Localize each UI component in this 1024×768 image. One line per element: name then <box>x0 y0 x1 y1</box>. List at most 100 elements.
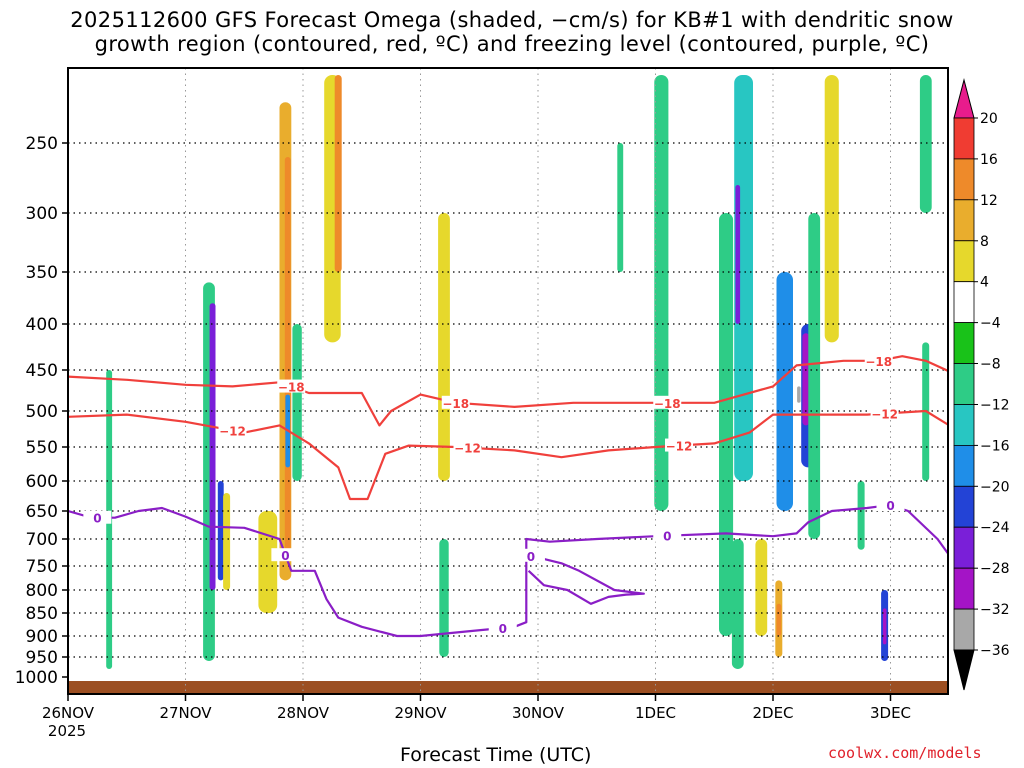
credit-link[interactable]: coolwx.com/models <box>828 744 982 762</box>
contour-label-layer: −18 −18 −18 −18 −12 −12 −12 −12 0 0 0 0 0 0 <box>83 353 905 636</box>
y-tick-label-550: 550 <box>26 438 58 458</box>
colorbar-label-2: 12 <box>980 193 998 209</box>
contour-label-0-2: −18 <box>654 397 681 411</box>
colorbar-label-3: 8 <box>980 234 989 250</box>
y-tick-label-400: 400 <box>26 315 58 335</box>
colorbar-label-1: 16 <box>980 152 998 168</box>
omega-cell-27 <box>734 75 753 481</box>
y-tick-label-750: 750 <box>26 557 58 577</box>
contour-label-bg-3-0 <box>516 548 545 562</box>
omega-cell-13 <box>352 213 360 411</box>
omega-cell-14 <box>392 370 402 481</box>
title-line-1: 2025112600 GFS Forecast Omega (shaded, −… <box>70 8 954 32</box>
contour-label-bg-1-1 <box>453 440 482 454</box>
omega-cell-21 <box>617 143 624 272</box>
omega-cell-34 <box>802 333 810 426</box>
x-axis-label: Forecast Time (UTC) <box>400 744 592 766</box>
y-tick-label-700: 700 <box>26 530 58 550</box>
y-tick-label-600: 600 <box>26 472 58 492</box>
colorbar-label-10: −24 <box>980 520 1010 536</box>
contour-label-bg-0-0 <box>277 379 306 393</box>
x-tick-label-3DEC: 3DEC <box>870 704 911 722</box>
contour-label-1-1: −12 <box>454 442 481 456</box>
omega-cell-20 <box>599 75 606 185</box>
contour-label-1-2: −12 <box>666 440 693 454</box>
colorbar-label-4: 4 <box>980 275 989 291</box>
x-tick-label-26NOV: 26NOV <box>42 704 95 722</box>
colorbar-bin-3 <box>953 240 975 283</box>
colorbar: 20 16 12 8 4 −4 −8 −12 −16 −20 −24 −28 −32 −36 <box>953 78 1010 691</box>
colorbar-bin-0 <box>953 117 975 160</box>
x-tick-label-1DEC: 1DEC <box>635 704 676 722</box>
omega-cell-41 <box>882 75 899 143</box>
x-tick-label-29NOV: 29NOV <box>394 704 447 722</box>
y-tick-label-950: 950 <box>26 648 58 668</box>
colorbar-bottom-arrow <box>953 649 975 691</box>
contour-label-2-3: 0 <box>663 530 671 544</box>
colorbar-label-13: −36 <box>980 643 1010 659</box>
x-tick-label-30NOV: 30NOV <box>512 704 565 722</box>
contour-label-2-1: 0 <box>281 549 289 563</box>
omega-cell-29 <box>755 539 768 636</box>
omega-shading-layer <box>106 75 932 669</box>
y-tick-label-250: 250 <box>26 134 58 154</box>
omega-cell-12 <box>334 75 342 272</box>
contour-label-0-0: −18 <box>278 381 305 395</box>
omega-cell-36 <box>808 213 821 539</box>
colorbar-bin-4 <box>953 281 975 324</box>
omega-cell-4 <box>223 493 231 590</box>
colorbar-bin-5 <box>953 322 975 364</box>
y-tick-label-650: 650 <box>26 502 58 522</box>
colorbar-label-9: −20 <box>980 479 1010 495</box>
contour-label-2-0: 0 <box>93 512 101 526</box>
contour-label-0-3: −18 <box>865 355 892 369</box>
omega-cell-10 <box>292 324 302 481</box>
contour-label-bg-0-3 <box>864 353 893 367</box>
omega-cell-24 <box>702 75 715 343</box>
x-tick-label-27NOV: 27NOV <box>159 704 212 722</box>
contour-label-bg-0-1 <box>441 395 470 409</box>
omega-cell-40 <box>882 608 887 645</box>
terrain-ground <box>68 681 948 694</box>
colorbar-label-5: −4 <box>980 316 1001 332</box>
contour-label-bg-1-3 <box>870 406 899 420</box>
contour-label-2-4: 0 <box>886 499 894 513</box>
omega-cell-17 <box>439 539 449 657</box>
colorbar-bin-2 <box>953 199 975 242</box>
omega-cell-18 <box>499 370 507 511</box>
omega-cell-2 <box>209 303 216 590</box>
contour-label-bg-2-1 <box>271 548 300 562</box>
omega-cell-23 <box>674 143 684 539</box>
omega-cell-16 <box>438 213 450 481</box>
contour-label-bg-2-3 <box>653 528 682 542</box>
colorbar-label-6: −8 <box>980 357 1001 373</box>
contour-label-2-2: 0 <box>499 622 507 636</box>
x-tick-year-label: 2025 <box>48 722 86 740</box>
contour-line-3 <box>527 554 645 605</box>
contour-line-1 <box>68 409 948 501</box>
x-tick-label-2DEC: 2DEC <box>752 704 793 722</box>
y-tick-label-1000: 1000 <box>15 668 58 688</box>
title-line-2: growth region (contoured, red, ºC) and f… <box>94 32 930 56</box>
omega-cell-26 <box>731 539 744 669</box>
omega-cell-42 <box>919 75 932 213</box>
colorbar-label-12: −32 <box>980 602 1010 618</box>
omega-cell-3 <box>217 481 224 581</box>
colorbar-bin-1 <box>953 158 975 201</box>
omega-cell-28 <box>735 185 741 324</box>
colorbar-bin-9 <box>953 485 975 528</box>
y-tick-label-500: 500 <box>26 402 58 422</box>
omega-cell-38 <box>857 481 865 550</box>
contour-label-bg-2-4 <box>876 498 905 511</box>
contour-label-bg-0-2 <box>653 395 682 409</box>
contour-label-3-0: 0 <box>527 550 535 564</box>
colorbar-bin-11 <box>953 567 975 610</box>
x-tick-label-28NOV: 28NOV <box>277 704 330 722</box>
chart-title: 2025112600 GFS Forecast Omega (shaded, −… <box>0 8 1024 56</box>
omega-cell-32 <box>776 272 793 511</box>
contour-label-0-1: −18 <box>442 397 469 411</box>
y-tick-label-800: 800 <box>26 581 58 601</box>
omega-cell-31 <box>776 603 782 636</box>
